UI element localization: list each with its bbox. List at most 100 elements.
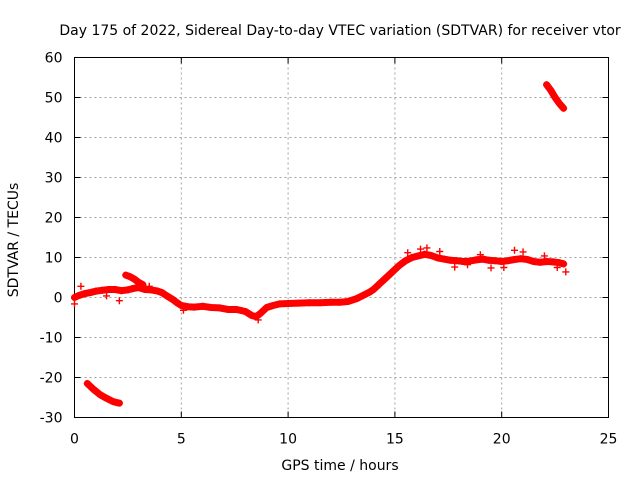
y-tick-label: -10	[40, 331, 63, 347]
data-point	[491, 257, 499, 265]
series-early-spike	[122, 271, 147, 289]
x-tick-label: 5	[177, 432, 186, 448]
data-point	[327, 298, 335, 306]
data-point	[549, 258, 557, 266]
data-point	[130, 275, 138, 283]
data-point	[344, 298, 352, 305]
data-point	[500, 264, 508, 271]
data-point	[511, 246, 519, 254]
data-point	[241, 308, 249, 315]
data-point	[88, 288, 96, 296]
data-point	[335, 298, 343, 306]
y-tick-label: 30	[45, 171, 63, 187]
data-point	[427, 252, 435, 259]
data-point	[216, 304, 224, 312]
x-tick-label: 25	[600, 432, 618, 448]
data-point	[402, 257, 410, 265]
data-point	[126, 273, 134, 281]
data-point	[135, 278, 143, 286]
data-point	[551, 94, 559, 101]
plot-frame	[74, 57, 609, 418]
data-point	[519, 248, 527, 256]
data-point	[139, 281, 147, 289]
data-point	[553, 264, 561, 271]
data-point	[169, 296, 177, 303]
data-point	[404, 249, 412, 257]
data-point	[540, 252, 548, 260]
data-point	[446, 256, 454, 264]
data-point	[111, 286, 119, 293]
data-point	[543, 258, 551, 265]
data-point	[376, 280, 384, 287]
data-point	[352, 295, 360, 303]
data-point	[117, 287, 125, 295]
data-point	[122, 271, 130, 279]
data-point	[305, 299, 313, 307]
y-tick-label: 40	[45, 131, 63, 147]
data-point	[530, 258, 538, 265]
data-point	[365, 288, 373, 296]
y-tick-label: -20	[40, 371, 63, 387]
data-point	[466, 257, 474, 265]
data-point	[98, 286, 106, 294]
data-point	[71, 300, 78, 308]
data-point	[103, 394, 111, 402]
data-point	[184, 303, 192, 311]
data-point	[389, 268, 397, 275]
data-point	[105, 286, 113, 293]
data-point	[395, 262, 403, 269]
data-point	[190, 303, 198, 311]
data-point	[555, 100, 563, 107]
data-point	[547, 86, 555, 94]
y-tick-label: 10	[45, 251, 63, 267]
series-early-branch-low	[83, 380, 123, 407]
data-point	[115, 399, 123, 407]
data-point	[359, 292, 367, 299]
axis-ticks	[74, 57, 609, 418]
x-tick-label: 0	[70, 432, 79, 448]
series-line	[83, 380, 123, 407]
data-point	[478, 255, 486, 263]
series-main-trace	[71, 250, 568, 321]
data-point	[103, 292, 111, 300]
grid-lines	[74, 57, 609, 418]
data-point	[459, 258, 467, 265]
y-tick-label: 20	[45, 211, 63, 227]
data-point	[254, 316, 262, 324]
data-point	[75, 292, 83, 299]
data-point	[370, 286, 378, 293]
data-point	[77, 282, 85, 290]
data-point	[83, 380, 91, 387]
data-point	[263, 304, 271, 311]
data-point	[555, 259, 563, 267]
data-point	[476, 251, 484, 259]
x-tick-label: 20	[493, 432, 511, 448]
series-late-branch-high	[543, 81, 568, 112]
data-point	[145, 282, 153, 290]
data-point	[177, 302, 185, 309]
data-point	[154, 287, 162, 295]
x-tick-label: 10	[279, 432, 297, 448]
data-point	[207, 304, 215, 311]
data-point	[382, 274, 390, 281]
data-point	[485, 256, 493, 264]
data-point	[109, 398, 117, 405]
data-point	[451, 263, 459, 271]
data-point	[147, 286, 155, 294]
data-point	[71, 294, 78, 301]
data-point	[158, 289, 166, 297]
data-point	[562, 268, 570, 276]
chart-title: Day 175 of 2022, Sidereal Day-to-day VTE…	[59, 23, 621, 39]
data-point	[560, 104, 568, 112]
data-point	[90, 386, 98, 393]
data-point	[517, 255, 525, 263]
data-point	[256, 310, 264, 317]
y-tick-labels: -30 -20 -10 0 10 20 30 40 50 60	[40, 51, 63, 427]
data-point	[124, 286, 132, 294]
y-tick-label: 0	[54, 291, 63, 307]
series-line	[71, 250, 568, 321]
y-tick-label: 50	[45, 91, 63, 107]
data-point	[523, 256, 531, 263]
data-point	[440, 255, 448, 263]
data-point	[408, 254, 416, 261]
